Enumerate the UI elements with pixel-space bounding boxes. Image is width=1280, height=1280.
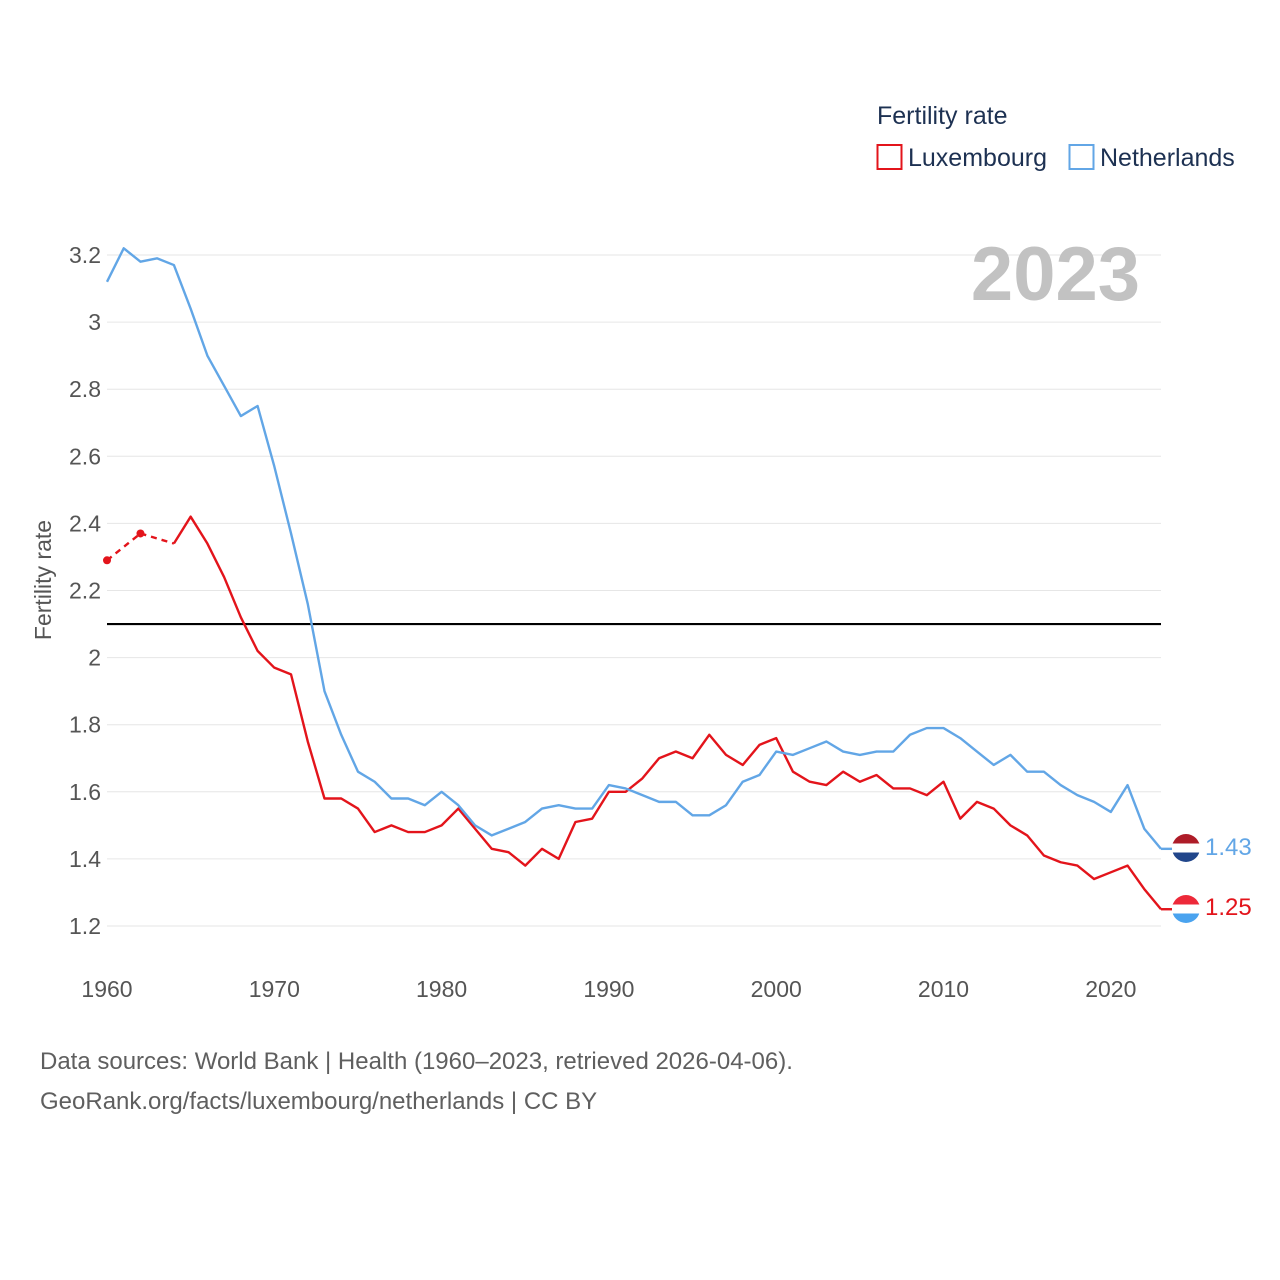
x-axis-ticks: 1960 1970 1980 1990 2000 2010 2020 (81, 976, 1136, 1002)
series-netherlands (105, 247, 1172, 851)
fertility-chart: 1.21.41.61.822.22.42.62.833.2 1960 1970 19… (30, 102, 1252, 1002)
y-tick-label: 2.8 (69, 376, 101, 402)
x-tick-label: 2010 (918, 976, 969, 1002)
legend-label-luxembourg: Luxembourg (908, 144, 1047, 172)
legend: Fertility rate Luxembourg Netherlands (876, 102, 1235, 172)
end-value-netherlands: 1.43 (1205, 834, 1252, 861)
y-tick-label: 1.4 (69, 846, 101, 872)
x-tick-label: 1990 (583, 976, 634, 1002)
x-tick-label: 1960 (81, 976, 132, 1002)
sources-line-2: GeoRank.org/facts/luxembourg/netherlands… (40, 1088, 598, 1115)
y-tick-label: 1.6 (69, 779, 101, 805)
series-luxembourg (103, 515, 1172, 911)
y-tick-label: 2.2 (69, 578, 101, 604)
series-layer (103, 247, 1172, 911)
y-axis-label: Fertility rate (30, 520, 56, 640)
year-marker: 2023 (971, 232, 1140, 317)
series-line-netherlands (105, 247, 1162, 850)
netherlands-flag-icon (1172, 834, 1200, 862)
legend-title: Fertility rate (877, 102, 1008, 130)
x-tick-label: 1970 (249, 976, 300, 1002)
series-line-luxembourg (172, 515, 1162, 910)
y-tick-label: 3.2 (69, 242, 101, 268)
data-point-luxembourg (103, 556, 111, 565)
y-axis-ticks: 1.2 1.4 1.6 1.8 2 2.2 2.4 2.6 2.8 3 3.2 (69, 242, 101, 939)
x-tick-label: 1980 (416, 976, 467, 1002)
data-point-luxembourg (136, 529, 145, 538)
legend-item-netherlands[interactable]: Netherlands (1068, 144, 1235, 172)
y-tick-label: 1.8 (69, 712, 101, 738)
sources-line-1: Data sources: World Bank | Health (1960–… (40, 1048, 793, 1075)
y-tick-label: 2.4 (69, 510, 101, 536)
legend-label-netherlands: Netherlands (1100, 144, 1235, 172)
luxembourg-flag-icon (1172, 895, 1200, 923)
gridlines (107, 254, 1161, 927)
legend-item-luxembourg[interactable]: Luxembourg (876, 144, 1047, 172)
legend-swatch-netherlands (1068, 144, 1095, 170)
series-gap-line-luxembourg (140, 532, 175, 545)
x-tick-label: 2020 (1085, 976, 1136, 1002)
y-tick-label: 2.6 (69, 443, 101, 469)
y-tick-label: 1.2 (69, 913, 101, 939)
y-tick-label: 3 (88, 309, 101, 335)
legend-swatch-luxembourg (876, 144, 903, 170)
y-tick-label: 2 (88, 645, 101, 671)
x-tick-label: 2000 (751, 976, 802, 1002)
data-sources: Data sources: World Bank | Health (1960–… (40, 1042, 793, 1122)
end-value-luxembourg: 1.25 (1205, 894, 1252, 921)
series-gap-line-luxembourg (106, 532, 142, 562)
